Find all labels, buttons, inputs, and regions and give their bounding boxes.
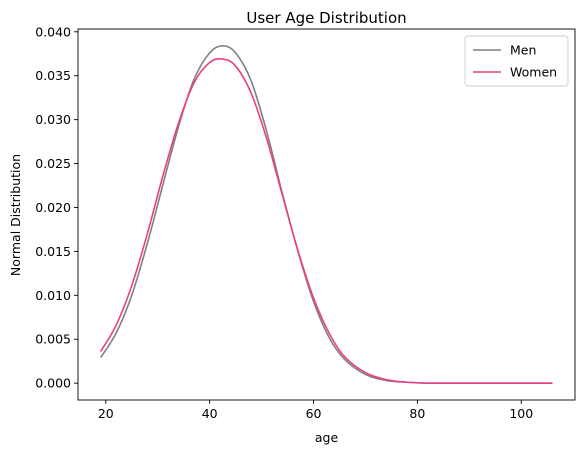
x-tick-label: 100 — [509, 406, 533, 421]
series-layer — [99, 45, 553, 385]
y-tick-label: 0.015 — [35, 244, 71, 259]
y-tick-label: 0.030 — [35, 112, 71, 127]
series-line-women — [99, 57, 553, 385]
y-tick-label: 0.040 — [35, 24, 71, 39]
plot-frame — [77, 28, 576, 401]
y-tick-label: 0.020 — [35, 200, 71, 215]
legend-label-men: Men — [510, 43, 536, 58]
x-axis: 20 40 60 80 100 — [98, 400, 533, 421]
legend: Men Women — [464, 35, 569, 87]
x-tick-label: 20 — [98, 406, 114, 421]
y-tick-label: 0.025 — [35, 156, 71, 171]
y-axis-title: Normal Distribution — [8, 154, 23, 276]
legend-box — [464, 35, 569, 87]
y-tick-label: 0.005 — [35, 332, 71, 347]
y-tick-label: 0.010 — [35, 288, 71, 303]
plot-area — [78, 29, 575, 400]
x-tick-label: 80 — [409, 406, 425, 421]
chart-title: User Age Distribution — [246, 9, 406, 27]
y-tick-label: 0.000 — [35, 376, 71, 391]
x-tick-label: 60 — [306, 406, 322, 421]
y-tick-label: 0.035 — [35, 68, 71, 83]
x-tick-label: 40 — [202, 406, 218, 421]
y-axis: 0.000 0.005 0.010 0.015 0.020 0.025 0.030 0.035… — [35, 24, 78, 391]
legend-label-women: Women — [510, 65, 557, 80]
x-axis-title: age — [315, 430, 339, 445]
